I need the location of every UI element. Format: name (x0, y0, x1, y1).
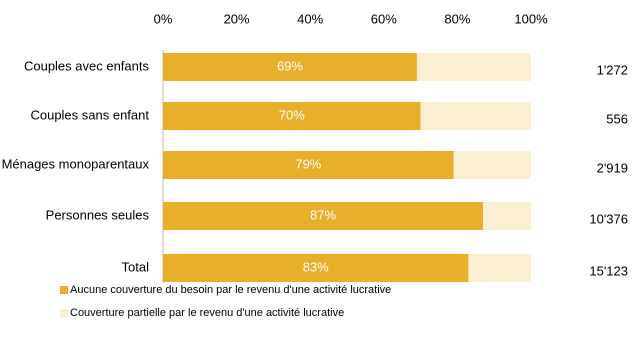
bar-segment (163, 151, 454, 179)
x-tick-label: 20% (224, 11, 250, 26)
bar-segment (453, 151, 531, 179)
value-label: 70% (279, 107, 305, 122)
value-label: 79% (295, 156, 321, 171)
bar-segment (420, 102, 531, 130)
bar-segment (483, 202, 531, 230)
category-label: Couples sans enfant (30, 107, 149, 122)
count-label: 15'123 (589, 263, 628, 278)
x-tick-label: 40% (297, 11, 323, 26)
legend-swatch (60, 286, 68, 294)
x-tick-label: 100% (514, 11, 548, 26)
category-label: Ménages monoparentaux (2, 156, 150, 171)
count-label: 1'272 (597, 62, 628, 77)
bar-segment (416, 53, 531, 81)
bar-segment (163, 53, 417, 81)
bar-segment (468, 254, 531, 282)
x-tick-label: 0% (154, 11, 173, 26)
category-label: Personnes seules (46, 207, 150, 222)
count-label: 2'919 (597, 160, 628, 175)
legend-swatch (60, 309, 68, 317)
category-label: Total (122, 259, 150, 274)
count-label: 10'376 (589, 211, 628, 226)
bar-segment (163, 102, 421, 130)
value-label: 83% (303, 259, 329, 274)
value-label: 87% (310, 207, 336, 222)
bar-segment (163, 202, 484, 230)
legend-label: Couverture partielle par le revenu d'une… (70, 307, 344, 319)
category-label: Couples avec enfants (24, 58, 150, 73)
x-tick-label: 60% (371, 11, 397, 26)
bar-segment (163, 254, 469, 282)
value-label: 69% (277, 58, 303, 73)
legend-label: Aucune couverture du besoin par le reven… (70, 284, 391, 296)
count-label: 556 (606, 111, 628, 126)
x-tick-label: 80% (444, 11, 470, 26)
